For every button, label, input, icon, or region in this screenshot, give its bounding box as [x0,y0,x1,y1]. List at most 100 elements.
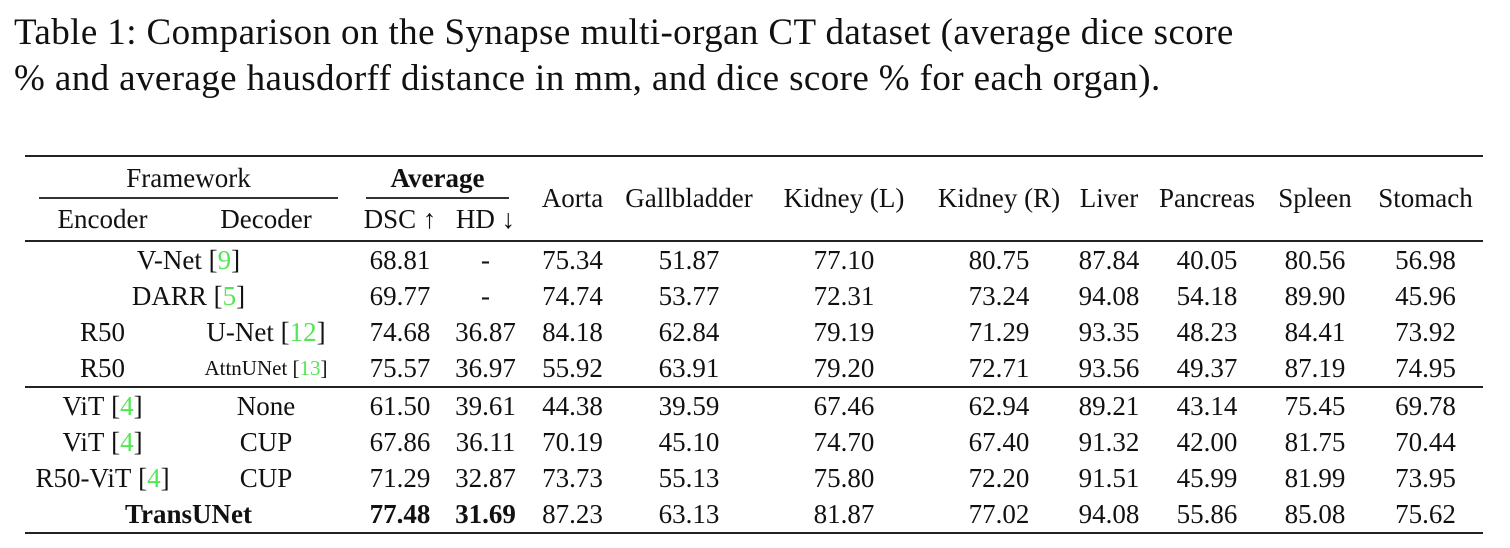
value-cell: 94.08 [1078,498,1140,529]
value-cell: 68.81 [369,244,431,275]
value-cell: 74.95 [1368,350,1484,388]
value-cell: 75.62 [1395,498,1456,529]
value-cell: 75.80 [813,462,875,493]
value-cell: 87.23 [542,498,603,529]
citation-link[interactable]: 9 [217,244,232,275]
method-cell: ViT [4] [62,390,143,421]
framework-header: Framework [25,156,352,199]
table-row: V-Net [9] 68.81 - 75.34 51.87 77.10 80.75 87.84… [25,241,1483,278]
value-cell: 89.21 [1078,390,1140,421]
value-cell: 72.31 [813,280,875,311]
value-cell: 73.24 [968,280,1030,311]
encoder-header: Encoder [25,199,180,242]
value-cell: 75.57 [352,350,448,388]
caption-line-1: Table 1: Comparison on the Synapse multi… [14,12,1234,53]
value-cell: 63.13 [658,498,720,529]
value-cell: 72.20 [968,462,1030,493]
value-cell: 70.44 [1395,426,1456,457]
organ-header-aorta: Aorta [523,156,623,242]
average-header: Average [352,156,523,199]
citation-link[interactable]: 4 [147,462,161,493]
value-cell: 94.08 [1078,280,1140,311]
value-cell: 81.99 [1284,462,1346,493]
value-cell: 54.18 [1176,280,1238,311]
value-cell: 36.97 [448,350,524,388]
value-cell: 39.61 [455,390,516,421]
value-cell: 81.87 [813,498,875,529]
value-cell: 49.37 [1152,350,1263,388]
method-cell: R50 [25,350,180,388]
citation-link[interactable]: 13 [299,355,321,380]
value-cell: 53.77 [658,280,720,311]
organ-header-liver: Liver [1066,156,1153,242]
value-cell: 69.78 [1395,390,1456,421]
organ-header-stomach: Stomach [1368,156,1484,242]
value-cell: 74.70 [813,426,875,457]
organ-header-gallbladder: Gallbladder [622,156,757,242]
value-cell: 45.96 [1395,280,1456,311]
value-cell: 62.94 [968,390,1030,421]
value-cell: U-Net [12] [206,316,326,347]
value-cell: CUP [239,426,293,457]
value-cell: 75.45 [1284,390,1346,421]
value-cell: 55.13 [658,462,720,493]
decoder-header: Decoder [180,199,352,242]
value-cell: 63.91 [622,350,757,388]
value-cell: 87.19 [1262,350,1369,388]
organ-header-kidney-right: Kidney (R) [932,156,1067,242]
value-cell: 77.02 [968,498,1030,529]
value-cell: 72.71 [932,350,1067,388]
value-cell: 44.38 [542,390,603,421]
value-cell: 87.84 [1078,244,1140,275]
value-cell: 84.18 [542,316,603,347]
value-cell: 73.92 [1395,316,1456,347]
organ-header-kidney-left: Kidney (L) [756,156,933,242]
value-cell: 79.19 [813,316,875,347]
value-cell: 71.29 [369,462,431,493]
value-cell: 69.77 [369,280,431,311]
value-cell: 93.35 [1078,316,1140,347]
value-cell: 45.10 [658,426,720,457]
citation-link[interactable]: 5 [222,280,237,311]
value-cell: 73.95 [1395,462,1456,493]
value-cell: 67.86 [369,426,431,457]
citation-link[interactable]: 4 [120,426,134,457]
value-cell: 91.32 [1078,426,1140,457]
value-cell: 36.87 [455,316,516,347]
value-cell: - [481,280,490,311]
method-cell: R50-ViT [4] [35,462,170,493]
value-cell: 85.08 [1284,498,1346,529]
value-cell: 77.48 [369,498,431,529]
table-row: ViT [4] None 61.50 39.61 44.38 39.59 67.46 62.9… [25,387,1483,424]
value-cell: 39.59 [658,390,720,421]
value-cell: 48.23 [1176,316,1238,347]
value-cell: 81.75 [1284,426,1346,457]
value-cell: 67.40 [968,426,1030,457]
value-cell: 55.92 [523,350,623,388]
value-cell: 67.46 [813,390,875,421]
method-cell: ViT [4] [62,426,143,457]
method-cell: TransUNet [125,498,252,529]
table-row: DARR [5] 69.77 - 74.74 53.77 72.31 73.24 94.08 5… [25,278,1483,314]
hd-header: HD ↓ [448,199,524,242]
value-cell: None [236,390,296,421]
organ-header-spleen: Spleen [1262,156,1369,242]
results-table: Framework Average Aorta Gallbladder Kidn… [25,155,1484,534]
citation-link[interactable]: 12 [289,316,317,347]
table-header: Framework Average Aorta Gallbladder Kidn… [25,156,1484,242]
value-cell: 51.87 [658,244,720,275]
header-sub-row: Encoder Decoder DSC ↑ HD ↓ [25,199,1483,242]
value-cell: 74.74 [542,280,603,311]
table-row: ViT [4] CUP 67.86 36.11 70.19 45.10 74.70 67.40… [25,424,1483,460]
value-cell: 84.41 [1284,316,1346,347]
value-cell: 36.11 [455,426,516,457]
value-cell: 62.84 [658,316,720,347]
citation-link[interactable]: 4 [120,390,134,421]
value-cell: AttnUNet [13] [180,350,352,388]
value-cell: - [481,244,490,275]
caption-line-2: % and average hausdorff distance in mm, … [14,58,1161,99]
value-cell: 31.69 [455,498,516,529]
method-cell: DARR [5] [131,280,246,311]
value-cell: 89.90 [1284,280,1346,311]
value-cell: 79.20 [756,350,933,388]
